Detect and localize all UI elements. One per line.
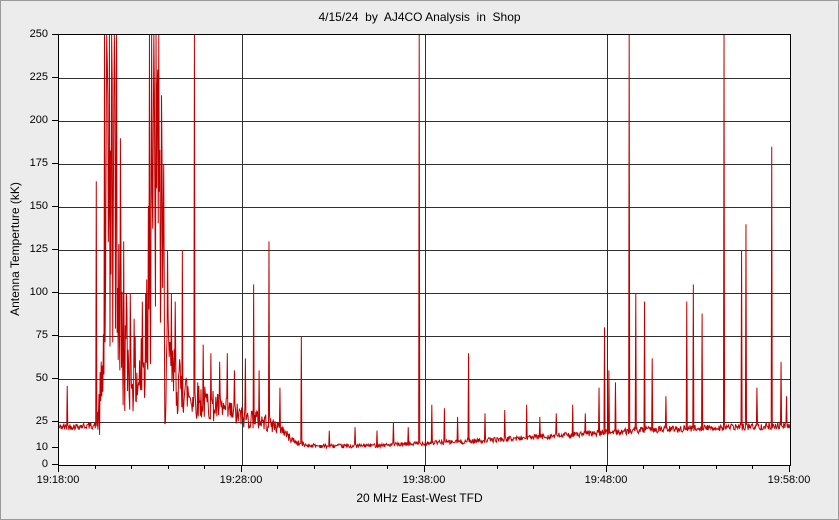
x-minor-tick [277,466,278,469]
x-minor-tick [204,466,205,469]
x-minor-tick [350,466,351,469]
y-tick [52,464,58,465]
y-tick [52,77,58,78]
y-tick [52,378,58,379]
plot-area [58,34,791,466]
x-minor-tick [570,466,571,469]
y-tick [52,34,58,35]
x-tick-label: 19:48:00 [584,474,628,486]
x-minor-tick [716,466,717,469]
x-tick [789,466,790,472]
y-tick-label: 10 [35,441,48,453]
y-tick [52,335,58,336]
x-tick [606,466,607,472]
x-minor-tick [679,466,680,469]
y-tick-label: 50 [35,372,48,384]
x-minor-tick [497,466,498,469]
x-minor-tick [95,466,96,469]
y-tick-label: 175 [29,157,48,169]
x-minor-tick [643,466,644,469]
y-tick-label: 125 [29,243,48,255]
y-tick-label: 250 [29,28,48,40]
x-tick-label: 19:38:00 [402,474,446,486]
y-tick-label: 150 [29,200,48,212]
y-tick-label: 75 [35,329,48,341]
x-axis-title: 20 MHz East-West TFD [356,491,483,505]
y-tick-label: 100 [29,286,48,298]
y-tick [52,421,58,422]
x-tick-label: 19:28:00 [219,474,263,486]
y-tick-label: 0 [41,458,48,470]
x-minor-tick [387,466,388,469]
y-tick [52,163,58,164]
x-minor-tick [533,466,534,469]
x-tick [58,466,59,472]
x-tick [241,466,242,472]
y-tick-label: 200 [29,114,48,126]
chart-title: 4/15/24 by AJ4CO Analysis in Shop [318,10,521,24]
y-tick-label: 25 [35,415,48,427]
y-tick [52,292,58,293]
y-tick [52,447,58,448]
y-tick [52,249,58,250]
x-minor-tick [168,466,169,469]
y-tick [52,120,58,121]
x-minor-tick [752,466,753,469]
y-tick [52,206,58,207]
x-tick [424,466,425,472]
x-minor-tick [460,466,461,469]
y-tick-label: 225 [29,71,48,83]
x-tick-label: 19:58:00 [767,474,811,486]
signal-trace [59,35,790,450]
x-tick-label: 19:18:00 [36,474,80,486]
chart-canvas [59,35,790,465]
x-minor-tick [131,466,132,469]
x-minor-tick [314,466,315,469]
